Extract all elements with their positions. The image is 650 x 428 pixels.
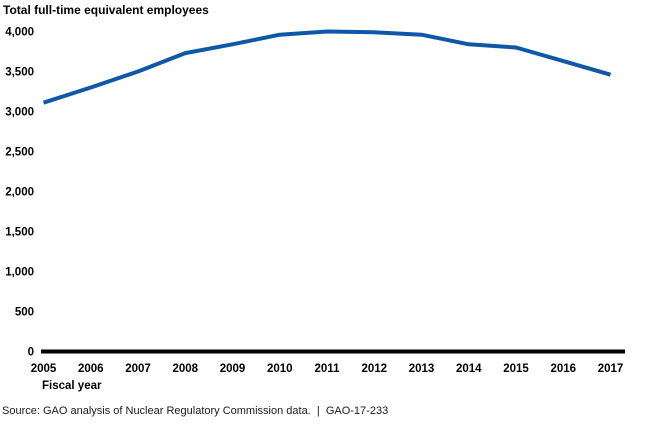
data-line-series	[42, 29, 612, 105]
x-tick-label: 2017	[598, 363, 624, 375]
y-tick-label: 0	[28, 347, 34, 359]
y-tick-label: 2,000	[5, 187, 34, 199]
source-note: Source: GAO analysis of Nuclear Regulato…	[2, 405, 389, 417]
x-axis-label: Fiscal year	[42, 380, 102, 392]
y-tick-label: 1,000	[5, 267, 34, 279]
x-tick-label: 2006	[78, 363, 104, 375]
y-tick-label: 2,500	[5, 147, 34, 159]
y-tick-label: 1,500	[5, 227, 34, 239]
x-tick-label: 2014	[456, 363, 482, 375]
y-tick-label: 500	[15, 307, 34, 319]
x-tick-label: 2015	[503, 363, 529, 375]
x-tick-label: 2013	[409, 363, 435, 375]
y-tick-label: 3,000	[5, 107, 34, 119]
x-tick-label: 2010	[267, 363, 293, 375]
x-tick-label: 2012	[361, 363, 387, 375]
x-tick-label: 2009	[220, 363, 246, 375]
x-tick-label: 2008	[172, 363, 198, 375]
x-tick-label: 2016	[550, 363, 576, 375]
x-axis-line	[41, 349, 625, 354]
x-tick-label: 2007	[125, 363, 151, 375]
chart-title: Total full-time equivalent employees	[3, 3, 209, 17]
y-tick-label: 3,500	[5, 67, 34, 79]
x-tick-label: 2011	[315, 363, 341, 375]
x-tick-label: 2005	[31, 363, 57, 375]
y-tick-label: 4,000	[5, 27, 34, 39]
line-chart: 0 500 1,000 1,500 2,000 2,500 3,000 3,500 4,000 2…	[5, 27, 625, 375]
